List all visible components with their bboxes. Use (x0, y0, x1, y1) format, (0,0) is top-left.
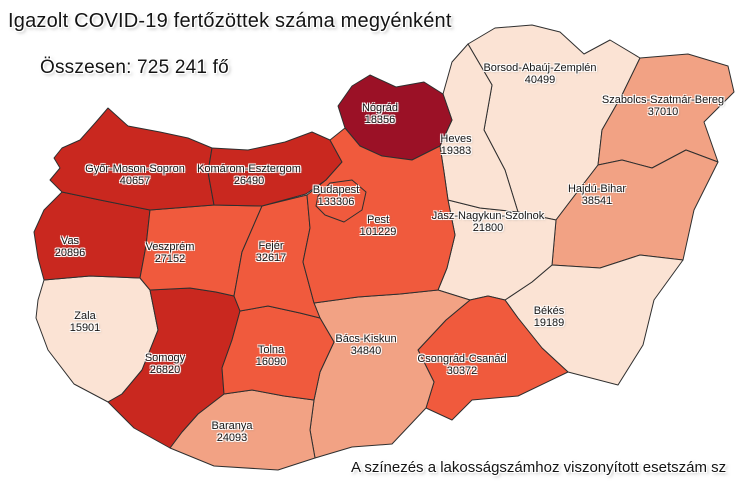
map-title: Igazolt COVID-19 fertőzöttek száma megyé… (8, 10, 452, 32)
county-tolna-region (221, 305, 335, 401)
county-gyms-region (49, 107, 215, 211)
map-footnote: A színezés a lakosságszámhoz viszonyítot… (351, 459, 727, 476)
map-subtitle-total: Összesen: 725 241 fő (40, 57, 229, 78)
county-pest-region (302, 127, 456, 304)
county-budapest-region (315, 179, 367, 223)
